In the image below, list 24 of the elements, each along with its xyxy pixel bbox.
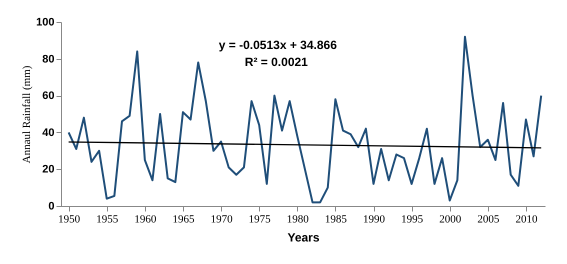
- x-tick-label: 1970: [210, 214, 234, 226]
- x-tick-label: 2010: [515, 214, 538, 226]
- x-tick-label: 1950: [58, 214, 81, 226]
- x-tick-label: 1960: [134, 214, 157, 226]
- y-tick-label: 40: [42, 126, 54, 139]
- x-tick-label: 2000: [439, 214, 462, 226]
- x-tick-label: 1995: [401, 214, 424, 226]
- y-tick-label: 60: [42, 90, 54, 102]
- x-tick-label: 1955: [96, 214, 119, 226]
- x-tick-label: 2005: [477, 214, 500, 226]
- y-tick-label: 20: [42, 164, 54, 176]
- x-axis-title: Years: [287, 230, 320, 244]
- y-tick-label: 0: [48, 200, 54, 212]
- x-tick-label: 1990: [363, 214, 386, 226]
- y-tick-label: 100: [36, 16, 54, 28]
- y-axis-title: Annaul Rainfall (mm): [21, 65, 34, 164]
- annotation: y = -0.0513x + 34.866: [218, 38, 338, 52]
- x-tick-label: 1980: [286, 214, 310, 226]
- x-tick-label: 1985: [324, 214, 348, 226]
- x-tick-label: 1965: [172, 214, 195, 226]
- line-series: [68, 36, 542, 204]
- x-tick-label: 1975: [248, 214, 272, 226]
- y-tick-label: 80: [42, 53, 54, 66]
- annotation: R² = 0.0021: [244, 55, 308, 69]
